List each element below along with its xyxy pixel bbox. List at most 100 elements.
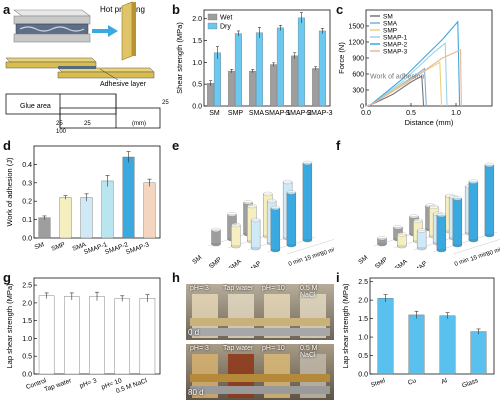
bar (38, 295, 55, 375)
bar (139, 298, 156, 375)
bar (297, 17, 305, 107)
time-label: 0 min (454, 257, 470, 268)
legend-label: SMA (383, 21, 398, 28)
bar (101, 180, 114, 239)
y-tick-label: 900 (352, 56, 364, 63)
legend-label: SMAP-3 (383, 49, 408, 56)
y-tick-label: 0.1 (22, 217, 32, 224)
y-tick-label: 1.5 (22, 318, 32, 325)
y-tick-label: 0.5 (22, 354, 32, 361)
grid-line (287, 239, 334, 255)
y-tick-label: 1200 (348, 40, 364, 47)
x-tick-label: Al (440, 377, 448, 386)
unit-label: (mm) (132, 121, 146, 127)
y-tick-label: 0.5 (358, 353, 368, 360)
y-axis-label: Shear strength (MPa) (175, 22, 184, 94)
bar-top (250, 217, 261, 223)
lap-joint-strips (5, 57, 155, 79)
chart-b-shear-strength: 0.0 0.5 1.0 1.5 2.0 Shear strength (MPa) SM SMP… (175, 9, 333, 117)
category-label: SMA (394, 258, 410, 268)
bar (286, 192, 297, 246)
legend-swatch (207, 22, 218, 30)
time-label: 30 min (320, 246, 334, 258)
y-tick-label: 1.0 (358, 335, 368, 342)
bar (59, 197, 72, 239)
bar (143, 182, 156, 239)
bar (207, 83, 215, 107)
bar-top (282, 179, 293, 185)
photo-row-80d (186, 344, 334, 400)
plot-frame (203, 9, 331, 107)
bar-top (266, 198, 277, 204)
y-tick-label: 2.5 (358, 279, 368, 286)
chart-i-lap-shear-substrates: 0.0 0.5 1.0 1.5 2.0 2.5 Lap shear strength (MP… (341, 277, 495, 390)
panel-d-label: d (3, 138, 11, 153)
bar-top (452, 196, 463, 201)
x-tick-label: Tap water (44, 377, 74, 394)
y-tick-label: 2.0 (192, 16, 202, 23)
bar-top (436, 212, 447, 218)
bar (408, 314, 425, 375)
h-row2-label-1: pH= 3 (190, 345, 209, 352)
time-label: 15 min (304, 251, 323, 263)
legend-label: Wet (220, 15, 232, 22)
bar (250, 219, 261, 249)
bar (255, 32, 263, 107)
bar-top (416, 228, 427, 233)
y-tick-label: 0.0 (22, 236, 32, 243)
bar-top (231, 222, 241, 228)
panel-i-label: i (336, 270, 340, 285)
panel-b-label: b (172, 2, 180, 17)
y-tick-label: 0.0 (358, 372, 368, 379)
bar-top (270, 205, 281, 211)
x-tick-label: SMAP-3 (306, 110, 332, 117)
time-label: 30 min (486, 246, 500, 258)
x-tick-label: 0.5 (406, 110, 416, 117)
x-tick-label: SMAP-2 (285, 110, 311, 117)
series-line (365, 49, 462, 107)
time-label: 0 min (288, 257, 304, 268)
bar (468, 181, 479, 241)
x-tick-label: SMA (72, 241, 88, 253)
plot-frame (369, 277, 495, 375)
x-tick-label: SMA (249, 110, 265, 117)
bar-top (397, 232, 407, 237)
legend-label: Dry (220, 24, 231, 31)
h-row2-label-4: 0.5 M NaCl (300, 345, 318, 359)
bar (64, 296, 80, 375)
legend-label: SM (383, 14, 393, 21)
x-tick-label: SM (209, 110, 220, 117)
x-tick-label: 0.0 (361, 110, 371, 117)
x-tick-label: pH= 3 (79, 377, 98, 390)
x-tick-label: SMP (228, 110, 244, 117)
bar (416, 230, 427, 249)
x-tick-label: SMP (51, 241, 67, 252)
y-axis-label: Work of adhesion (J) (5, 157, 14, 227)
bar-top (413, 218, 423, 223)
category-label: SM (191, 254, 203, 266)
h-row1-label-1: pH= 3 (190, 285, 209, 292)
dim-25-right: 25 (84, 121, 91, 127)
x-tick-label: Glass (461, 377, 480, 390)
bar (114, 298, 130, 375)
adhesive-layer-label: Adhesive layer (100, 81, 147, 88)
x-tick-label: SMAP-3 (125, 241, 150, 256)
y-tick-label: 0.5 (192, 82, 202, 89)
annotation-work-of-adhesion: Work of adhesion (370, 73, 424, 80)
h-row1-label-2: Tap water (223, 285, 254, 292)
bar-top (243, 200, 253, 205)
y-tick-label: 0.0 (192, 104, 202, 111)
bar-top (247, 203, 257, 209)
bar (234, 33, 242, 107)
chart-f-3d-wet-shear: 0.00.20.40.60.81.01.2Wet shear strength … (357, 162, 500, 268)
y-tick-label: 300 (352, 88, 364, 95)
category-label: SMA (228, 258, 244, 268)
arrow-right-icon (92, 25, 118, 37)
bar-top (227, 212, 237, 217)
dim-25-left: 25 (56, 121, 63, 127)
bar-top (429, 204, 439, 209)
bar (38, 217, 51, 239)
pressing-stack (13, 9, 91, 43)
y-axis-label: Force (N) (337, 42, 346, 74)
bar-top (377, 236, 387, 241)
